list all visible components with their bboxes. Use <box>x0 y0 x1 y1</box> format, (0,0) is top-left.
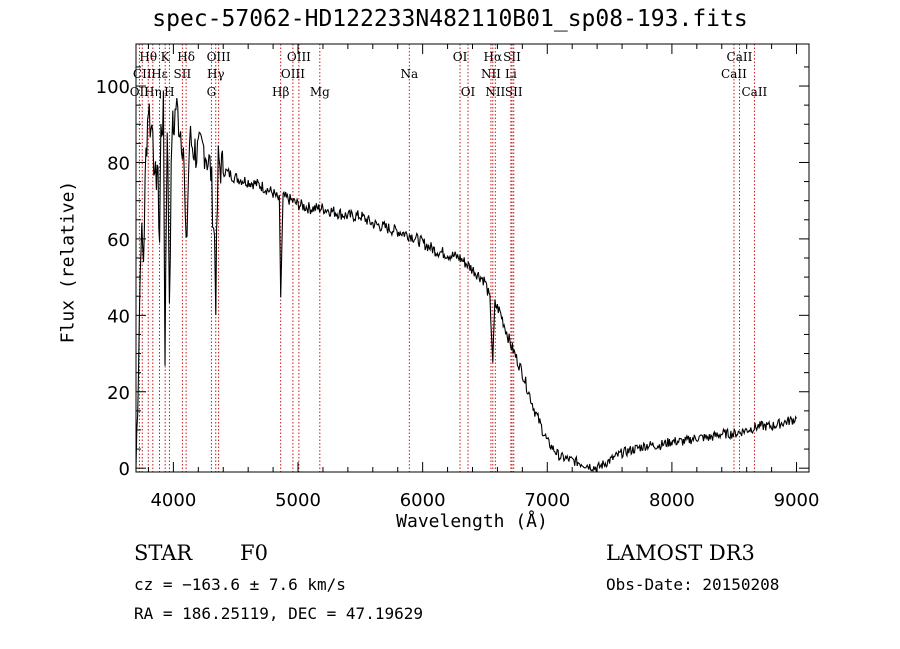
observation-date: Obs-Date: 20150208 <box>606 575 780 594</box>
chart-title: spec-57062-HD122233N482110B01_sp08-193.f… <box>152 6 748 32</box>
line-marker-label: G <box>207 85 217 99</box>
x-tick-label: 7000 <box>524 490 570 511</box>
line-marker-label: NII <box>481 67 501 81</box>
line-marker-label: H <box>164 85 174 99</box>
object-type: STAR <box>134 541 193 565</box>
line-marker-label: OII <box>130 85 150 99</box>
line-marker-label: Hθ <box>139 50 157 64</box>
line-marker-label: K <box>161 50 171 64</box>
line-marker-label: OI <box>453 50 468 64</box>
y-axis-label: Flux (relative) <box>57 180 79 344</box>
redshift-velocity: cz = −163.6 ± 7.6 km/s <box>134 575 346 594</box>
x-tick-label: 6000 <box>400 490 446 511</box>
line-marker-label: OIII <box>281 67 305 81</box>
line-marker-label: CII <box>133 67 152 81</box>
line-marker-label: Hε <box>151 67 168 81</box>
line-marker-label: Na <box>400 67 418 81</box>
line-marker-label: OIII <box>207 50 231 64</box>
y-tick-label: 40 <box>107 306 130 327</box>
line-marker-label: Hα <box>484 50 503 64</box>
y-tick-label: 20 <box>107 383 130 404</box>
y-tick-label: 0 <box>119 459 130 480</box>
plot-frame <box>135 43 810 473</box>
x-axis: 4000 5000 6000 7000 8000 9000 <box>147 44 820 511</box>
line-marker-label: CaII <box>721 67 747 81</box>
line-marker-label: CaII <box>727 50 753 64</box>
line-marker-label: Mg <box>310 85 330 99</box>
line-marker-label: Hβ <box>272 85 289 99</box>
survey-name: LAMOST DR3 <box>606 541 755 565</box>
line-marker-label: NII <box>485 85 505 99</box>
line-marker-label: CaII <box>741 85 767 99</box>
line-marker-label: SII <box>174 67 192 81</box>
line-marker-label: SII <box>505 85 523 99</box>
line-marker-label: OIII <box>287 50 311 64</box>
y-tick-label: 60 <box>107 230 130 251</box>
line-marker-label: Hδ <box>177 50 195 64</box>
x-tick-label: 5000 <box>275 490 321 511</box>
line-marker-label: SII <box>503 50 521 64</box>
spectrum-line <box>135 90 797 473</box>
y-axis: 0 20 40 60 80 100 <box>96 66 809 480</box>
line-marker-label: OI <box>461 85 476 99</box>
line-marker-label: Hγ <box>207 67 225 81</box>
line-marker-label: Li <box>505 67 517 81</box>
y-tick-label: 80 <box>107 153 130 174</box>
y-tick-label: 100 <box>96 77 130 98</box>
coordinates: RA = 186.25119, DEC = 47.19629 <box>134 604 423 623</box>
x-axis-label: Wavelength (Å) <box>396 511 548 532</box>
x-tick-label: 4000 <box>150 490 196 511</box>
x-tick-label: 8000 <box>649 490 695 511</box>
line-marker-label: Hη <box>144 85 162 99</box>
x-tick-label: 9000 <box>774 490 820 511</box>
spectral-subclass: F0 <box>240 541 268 565</box>
